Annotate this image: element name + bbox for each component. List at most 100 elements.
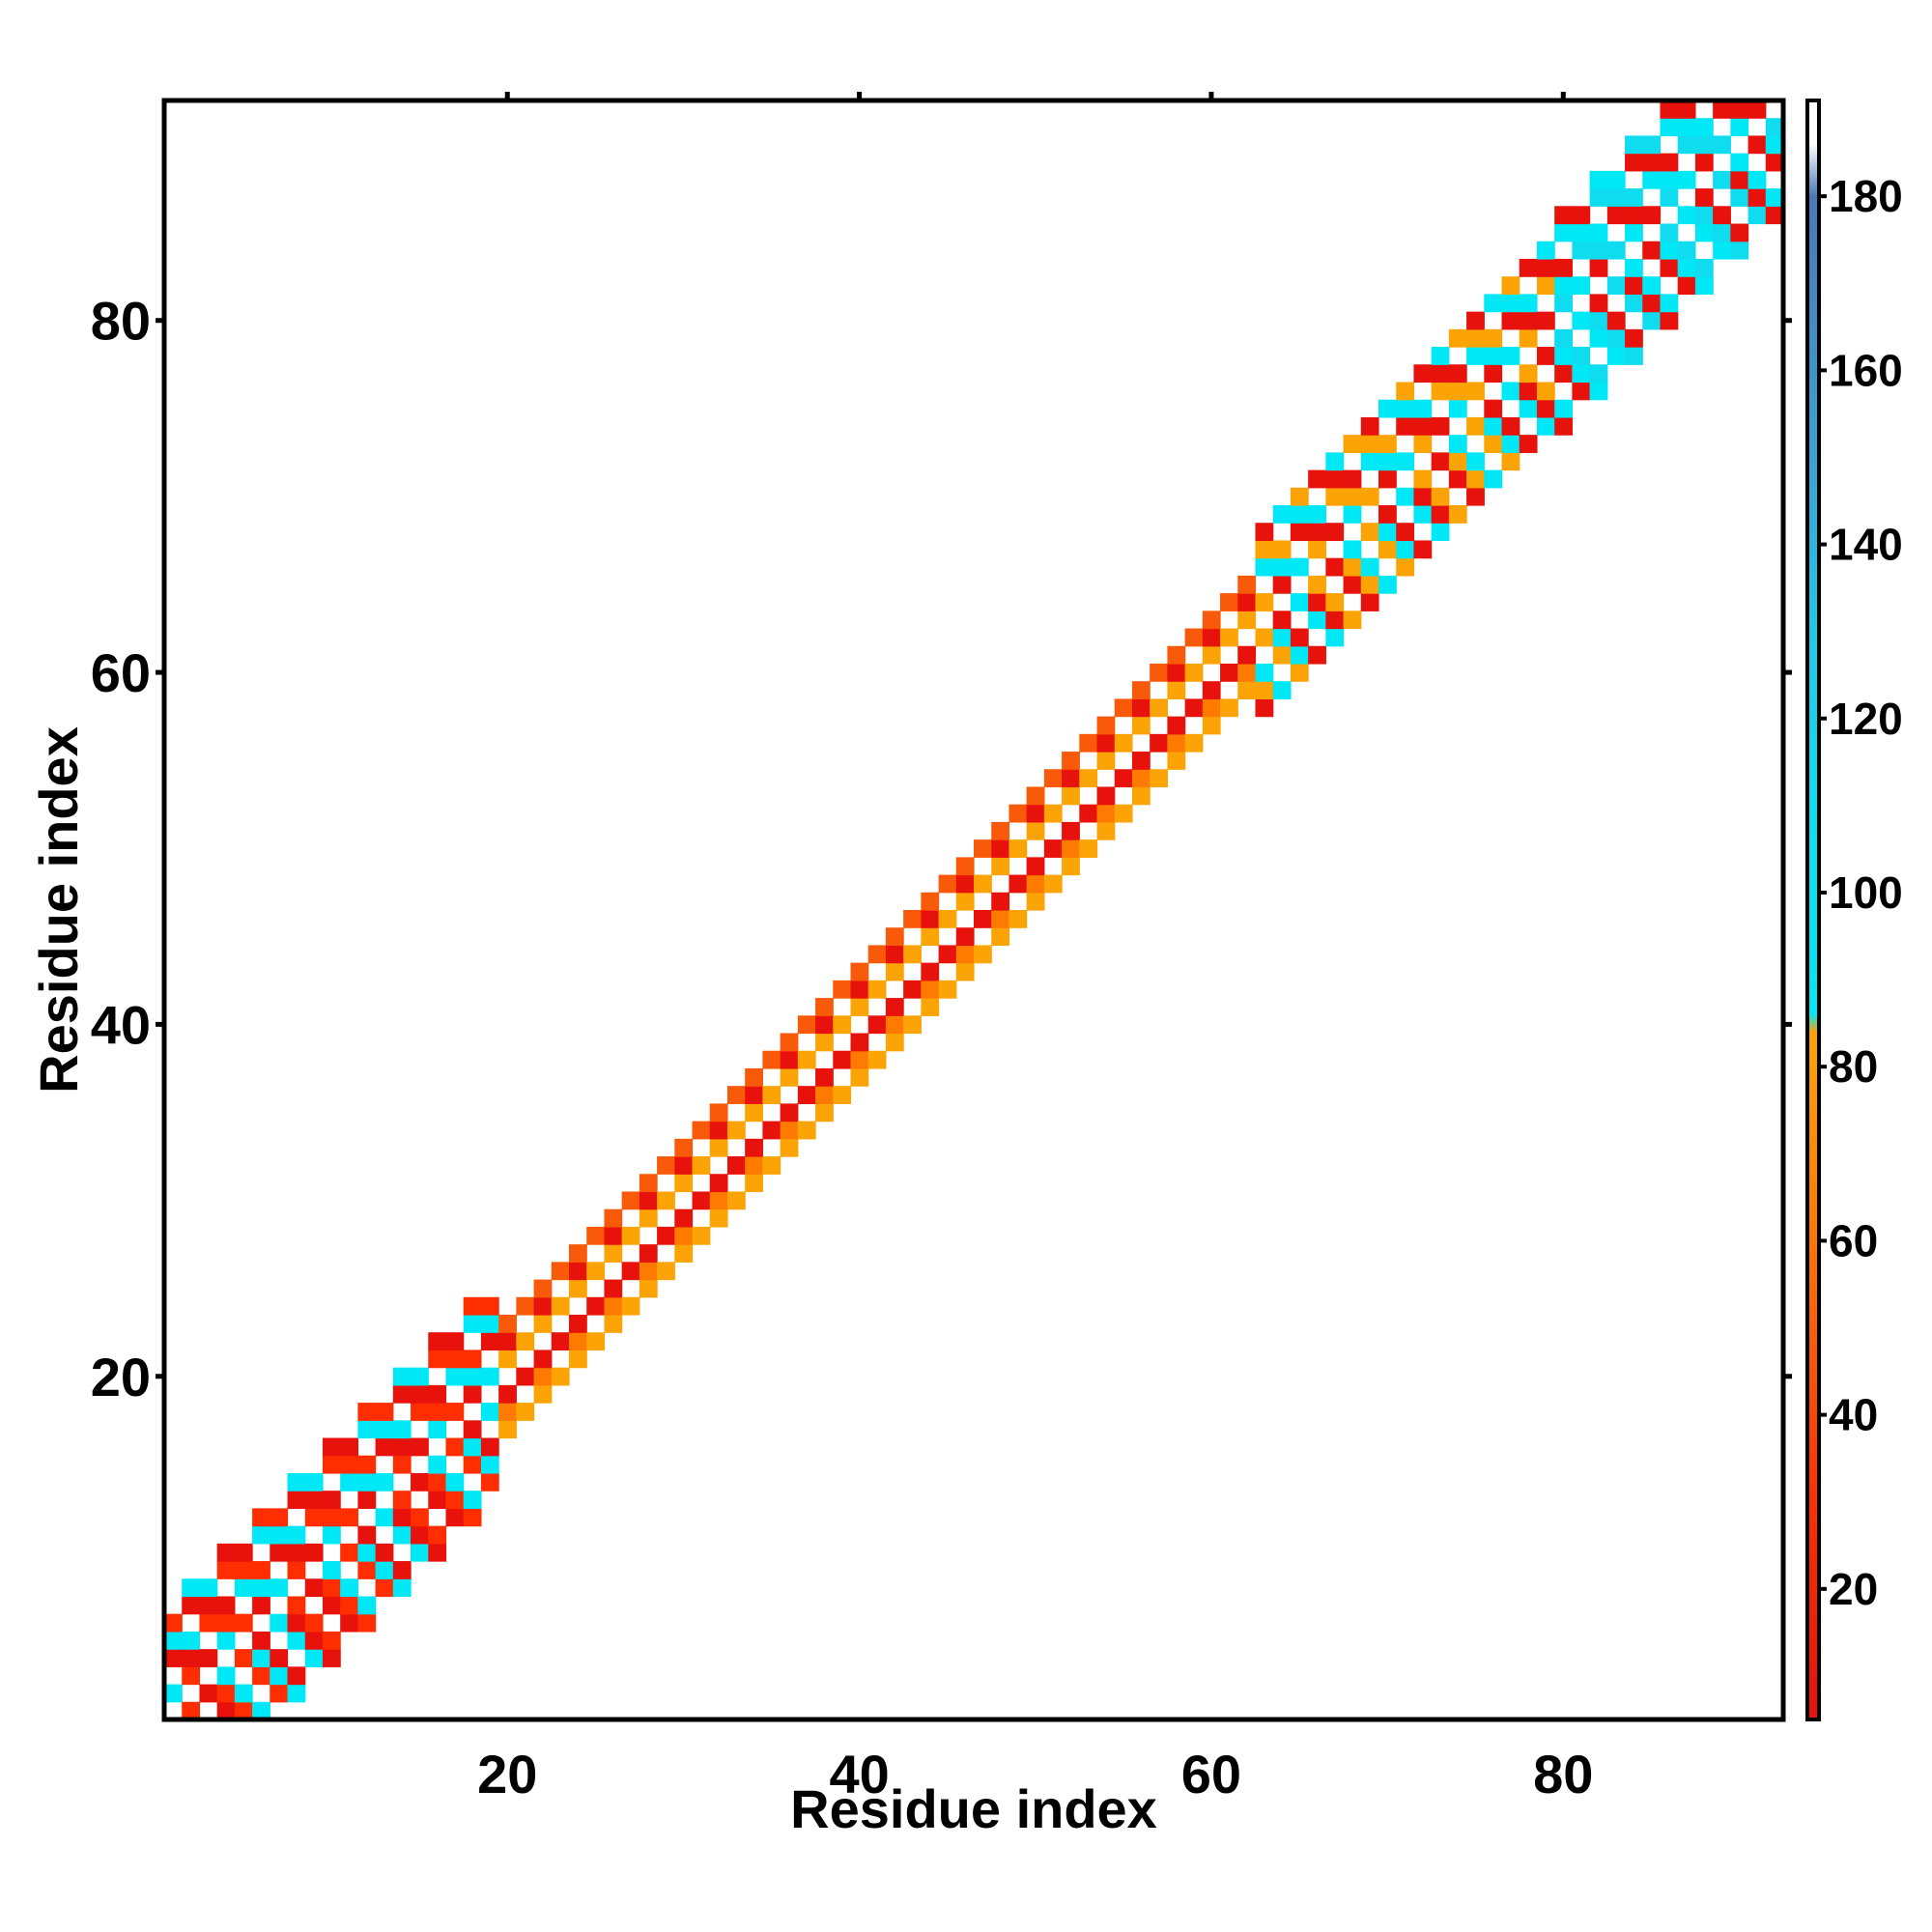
y-axis-title: Residue index — [28, 726, 89, 1094]
heatmap-cell — [1660, 311, 1679, 330]
heatmap-cell — [991, 927, 1010, 947]
heatmap-cell — [1484, 399, 1503, 418]
heatmap-cell — [164, 1649, 183, 1667]
heatmap-cell — [1572, 347, 1591, 365]
heatmap-cell — [1554, 416, 1573, 436]
x-axis-title: Residue index — [790, 1778, 1157, 1839]
heatmap-cell — [709, 1208, 728, 1228]
heatmap-cell — [745, 1156, 763, 1175]
heatmap-cell — [1730, 241, 1749, 260]
heatmap-cell — [411, 1472, 429, 1492]
heatmap-cell — [1360, 557, 1379, 577]
heatmap-cell — [287, 1525, 306, 1545]
heatmap-cell — [1694, 276, 1714, 295]
heatmap-cell — [1625, 135, 1643, 155]
heatmap-cell — [1730, 100, 1749, 119]
heatmap-cell — [1360, 593, 1379, 611]
heatmap-cell — [867, 1050, 887, 1069]
heatmap-cell — [938, 945, 957, 964]
heatmap-cell — [1114, 804, 1133, 823]
heatmap-cell — [815, 1086, 834, 1104]
heatmap-cell — [304, 1631, 324, 1650]
heatmap-cell — [445, 1367, 465, 1386]
heatmap-cell — [1308, 645, 1326, 665]
heatmap-cell — [322, 1491, 341, 1509]
heatmap-cell — [850, 998, 869, 1016]
heatmap-cell — [1413, 487, 1433, 506]
heatmap-cell — [1255, 681, 1274, 699]
heatmap-cell — [428, 1543, 447, 1562]
heatmap-cell — [1519, 294, 1538, 313]
heatmap-cell — [270, 1684, 289, 1703]
heatmap-cell — [1396, 523, 1415, 542]
heatmap-cell — [1642, 276, 1662, 295]
heatmap-cell — [322, 1455, 341, 1474]
heatmap-cell — [270, 1666, 289, 1686]
heatmap-cell — [234, 1543, 253, 1562]
heatmap-cell — [1642, 206, 1662, 225]
heatmap-cell — [1448, 364, 1467, 384]
heatmap-cell — [955, 962, 975, 981]
heatmap-cell — [1131, 681, 1151, 699]
heatmap-cell — [1079, 769, 1098, 788]
heatmap-cell — [182, 1596, 201, 1615]
heatmap-cell — [1625, 153, 1643, 172]
heatmap-cell — [199, 1578, 218, 1598]
heatmap-cell — [1026, 804, 1045, 823]
heatmap-cell — [287, 1472, 306, 1492]
heatmap-cell — [657, 1262, 675, 1281]
heatmap-cell — [780, 1121, 799, 1140]
heatmap-cell — [1026, 892, 1045, 911]
heatmap-cell — [340, 1437, 358, 1457]
heatmap-cell — [639, 1174, 658, 1193]
heatmap-cell — [1255, 540, 1274, 559]
heatmap-cell — [903, 1015, 922, 1035]
heatmap-cell — [1062, 821, 1080, 840]
heatmap-cell — [639, 1244, 658, 1263]
heatmap-cell — [1096, 733, 1116, 753]
heatmap-cell — [974, 945, 992, 964]
heatmap-cell — [780, 1067, 799, 1087]
heatmap-cell — [375, 1543, 394, 1562]
heatmap-cell — [1660, 258, 1679, 277]
heatmap-cell — [1642, 170, 1662, 189]
heatmap-cell — [1009, 910, 1028, 928]
heatmap-cell — [991, 839, 1010, 858]
heatmap-cell — [1343, 540, 1362, 559]
heatmap-cell — [428, 1384, 447, 1404]
heatmap-cell — [234, 1613, 253, 1633]
heatmap-cell — [1694, 258, 1714, 277]
heatmap-cell — [1396, 452, 1415, 471]
heatmap-cell — [1343, 435, 1362, 453]
heatmap-cell — [1589, 328, 1608, 348]
heatmap-cell — [745, 1174, 763, 1193]
heatmap-cell — [1184, 628, 1204, 647]
heatmap-cell — [480, 1315, 499, 1333]
heatmap-cell — [304, 1649, 324, 1667]
heatmap-cell — [1396, 416, 1415, 436]
y-axis-ticks: 20 40 60 80 — [91, 291, 1792, 1407]
heatmap-cell — [1765, 118, 1784, 137]
heatmap-cell — [1131, 752, 1151, 770]
heatmap-cell — [1167, 645, 1186, 665]
heatmap-cell — [621, 1296, 640, 1316]
heatmap-cell — [1536, 399, 1555, 418]
heatmap-cell — [1431, 382, 1450, 401]
heatmap-cell — [1202, 698, 1221, 718]
heatmap-cell — [533, 1315, 553, 1333]
heatmap-cell — [498, 1420, 517, 1439]
heatmap-cell — [1625, 258, 1643, 277]
heatmap-cell — [1694, 206, 1714, 225]
heatmap-cell — [199, 1684, 218, 1703]
heatmap-cell — [1343, 487, 1362, 506]
heatmap-cell — [1325, 452, 1345, 471]
heatmap-cell — [745, 1067, 763, 1087]
heatmap-cell — [1554, 364, 1573, 384]
heatmap-cell — [234, 1649, 253, 1667]
heatmap-cell — [287, 1543, 306, 1562]
heatmap-cell — [199, 1596, 218, 1615]
heatmap-cell — [1308, 611, 1326, 630]
heatmap-cell — [445, 1403, 465, 1421]
heatmap-cell — [1677, 276, 1696, 295]
heatmap-cell — [1184, 698, 1204, 718]
